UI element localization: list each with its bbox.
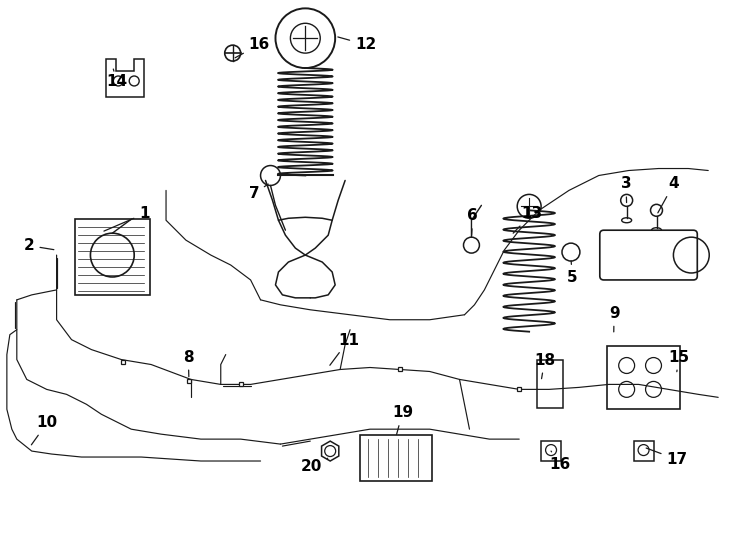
Text: 10: 10 [32, 415, 58, 445]
FancyBboxPatch shape [600, 230, 697, 280]
Text: 13: 13 [513, 206, 542, 233]
Text: 12: 12 [338, 37, 377, 52]
Text: 1: 1 [104, 206, 150, 231]
FancyBboxPatch shape [541, 441, 561, 461]
Text: 7: 7 [249, 184, 268, 201]
Text: 9: 9 [608, 306, 619, 332]
Text: 2: 2 [23, 238, 54, 253]
Text: 16: 16 [549, 451, 570, 472]
Text: 5: 5 [567, 261, 578, 285]
Text: 16: 16 [235, 37, 270, 58]
Text: 20: 20 [300, 458, 327, 474]
FancyBboxPatch shape [537, 360, 563, 408]
FancyBboxPatch shape [633, 441, 653, 461]
Text: 3: 3 [621, 177, 631, 202]
Text: 4: 4 [658, 177, 679, 213]
Text: 15: 15 [669, 349, 689, 372]
Text: 19: 19 [392, 405, 413, 435]
Text: 11: 11 [330, 333, 359, 365]
Text: 17: 17 [646, 448, 688, 467]
Text: 14: 14 [106, 69, 128, 89]
Text: 6: 6 [468, 208, 479, 235]
Text: 18: 18 [534, 353, 555, 379]
FancyBboxPatch shape [360, 435, 432, 481]
Text: 8: 8 [183, 349, 194, 377]
FancyBboxPatch shape [607, 346, 680, 409]
FancyBboxPatch shape [75, 219, 150, 295]
